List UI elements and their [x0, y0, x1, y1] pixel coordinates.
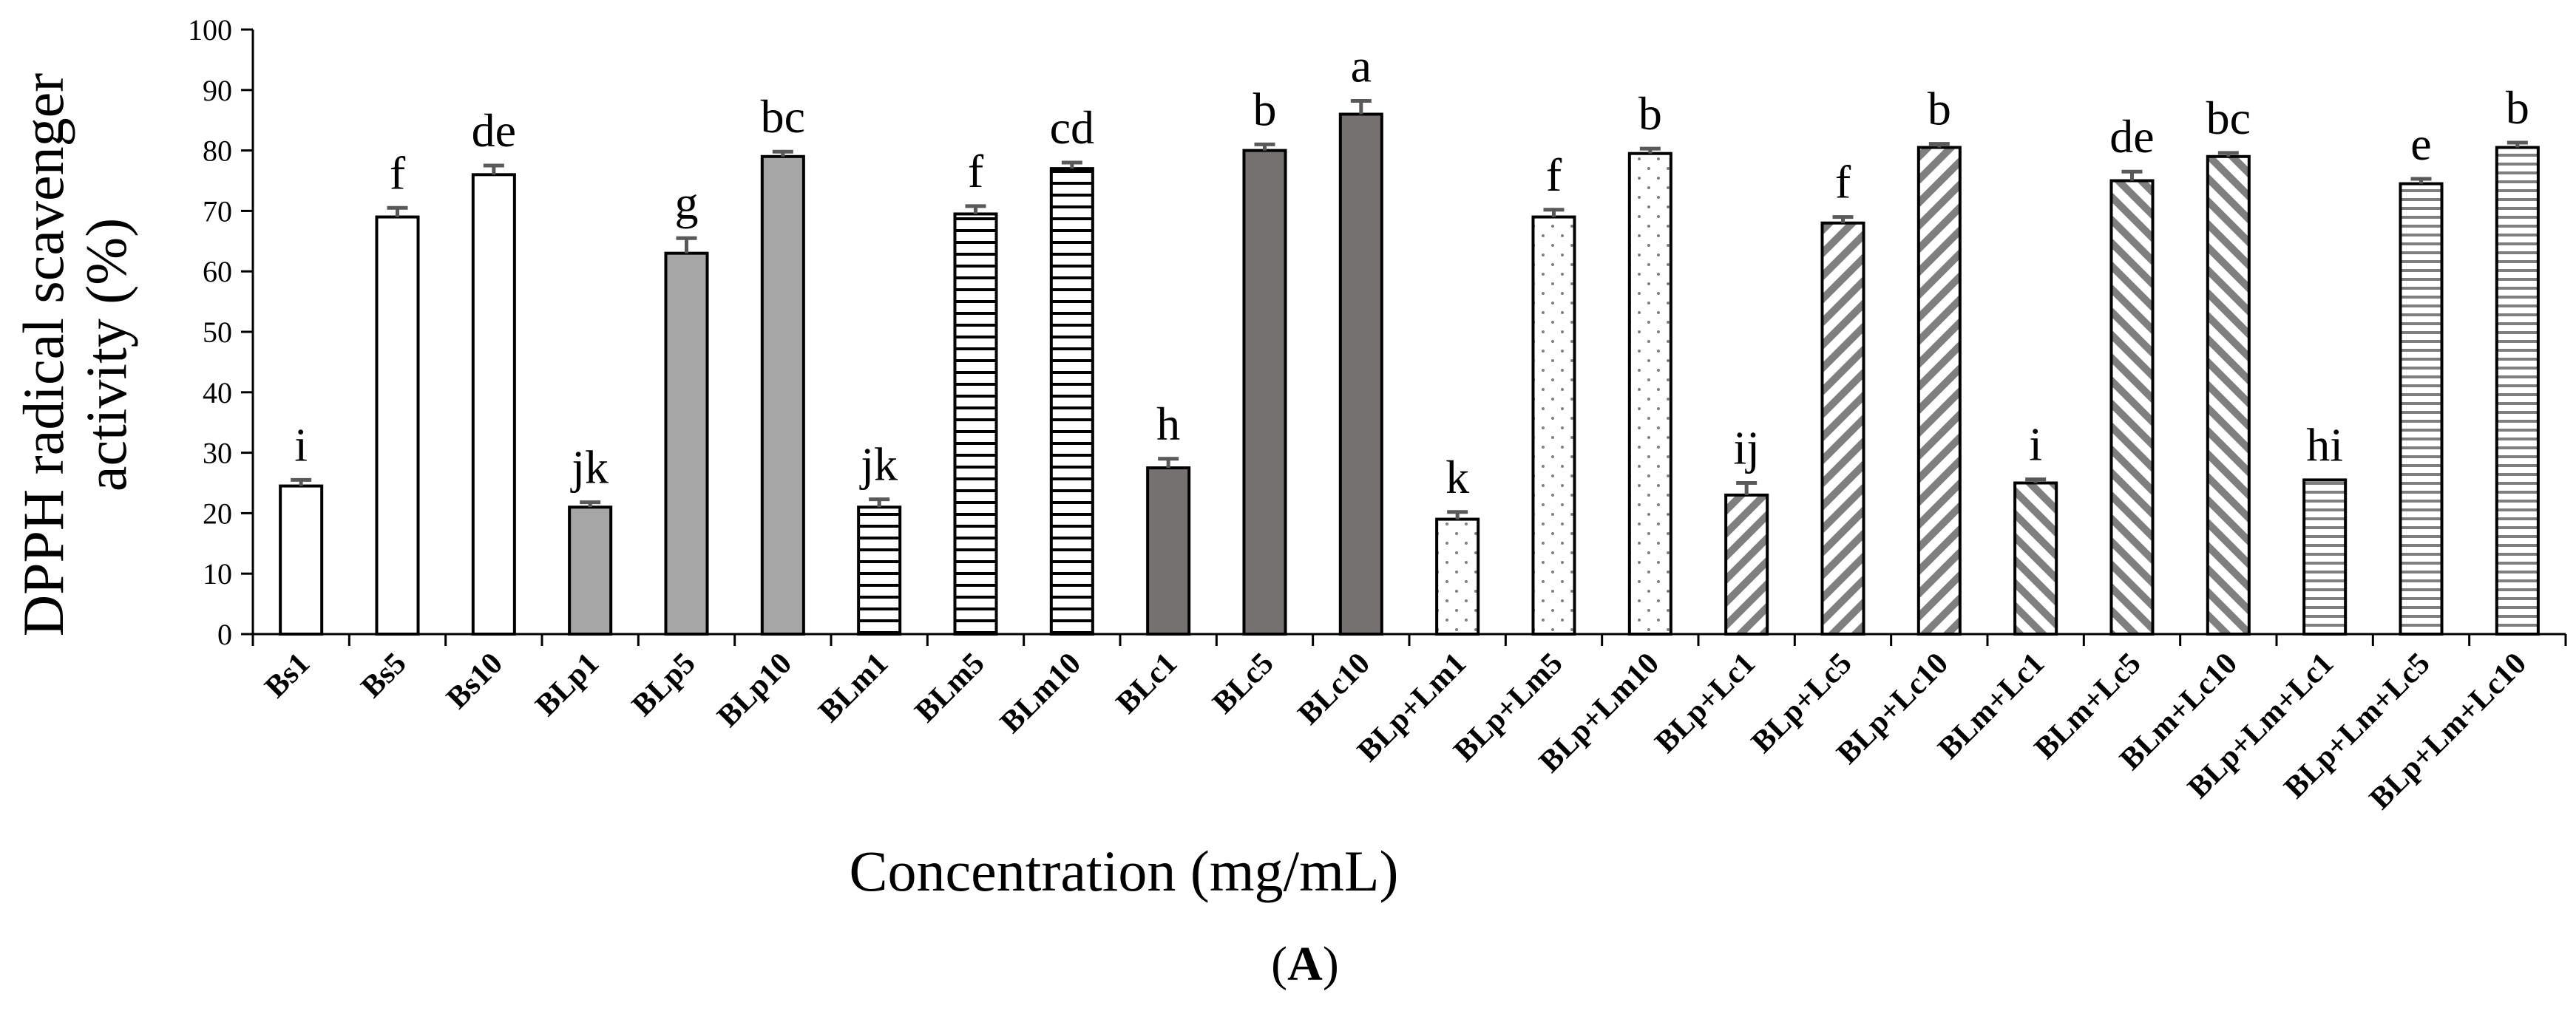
sig-letter-BLp1: jk — [570, 441, 609, 494]
x-tick-label-BLm1: BLm1 — [813, 647, 895, 729]
sig-letter-BLc5: b — [1253, 83, 1277, 135]
bar-BLm+Lc10 — [2206, 154, 2251, 636]
sig-letter-BLp+Lm10: b — [1638, 87, 1662, 140]
sig-letter-BLp+Lc1: ij — [1733, 422, 1760, 474]
bar-BLp+Lc5 — [1820, 221, 1865, 636]
x-tick-label-BLc10: BLc10 — [1292, 647, 1377, 732]
y-tick-label: 80 — [203, 135, 232, 168]
bar-Bs1 — [279, 484, 324, 636]
y-tick-label: 10 — [203, 557, 232, 590]
sig-letter-BLm10: cd — [1050, 101, 1094, 154]
x-tick-label-BLp5: BLp5 — [626, 647, 702, 724]
bar-BLp+Lm+Lc10 — [2495, 146, 2540, 636]
y-tick-label: 30 — [203, 437, 232, 470]
bar-BLp+Lm5 — [1531, 215, 1576, 636]
x-tick-label-Bs10: Bs10 — [440, 647, 509, 716]
bar-BLp1 — [568, 506, 613, 636]
bar-BLc1 — [1146, 466, 1191, 636]
sig-letter-Bs5: f — [390, 146, 406, 199]
panel-label-letter: A — [1287, 937, 1323, 991]
y-tick-label: 70 — [203, 194, 232, 228]
panel-label-close: ) — [1323, 937, 1339, 991]
bar-BLc10 — [1338, 112, 1383, 636]
bar-BLm+Lc5 — [2109, 179, 2155, 636]
bar-BLc5 — [1242, 149, 1287, 636]
y-tick-label: 90 — [203, 74, 232, 107]
bar-BLm10 — [1049, 167, 1094, 636]
bar-BLp+Lm1 — [1435, 517, 1480, 636]
x-tick-label-BLm5: BLm5 — [909, 647, 992, 729]
bar-BLp5 — [664, 251, 709, 636]
x-tick-label-BLm10: BLm10 — [994, 647, 1088, 741]
panel-label: (A) — [1271, 937, 1339, 991]
sig-letter-BLc1: h — [1156, 398, 1180, 450]
sig-letter-Bs1: i — [294, 418, 308, 471]
x-tick-label-Bs5: Bs5 — [355, 647, 413, 705]
panel-label-open: ( — [1271, 937, 1287, 991]
bar-BLp+Lc1 — [1724, 493, 1769, 636]
sig-letter-BLc10: a — [1351, 40, 1372, 92]
x-axis-tick-labels: Bs1 Bs5 Bs10 BLp1 BLp5 BLp10 BLm1 BLm5 BLm10 BLc1… — [251, 634, 2567, 816]
sig-letter-BLm+Lc10: bc — [2206, 92, 2251, 144]
y-tick-label: 60 — [203, 255, 232, 288]
x-tick-label-BLc5: BLc5 — [1206, 647, 1280, 721]
bar-BLm+Lc1 — [2013, 481, 2058, 636]
bar-BLp+Lm10 — [1627, 152, 1672, 636]
x-tick-label-BLp1: BLp1 — [529, 647, 606, 724]
bar-BLp+Lm+Lc5 — [2399, 182, 2444, 636]
sig-letter-BLm+Lc1: i — [2029, 418, 2042, 471]
y-axis-ticks: 0 10 20 30 40 50 60 70 80 90 100 — [188, 13, 253, 651]
y-tick-label: 40 — [203, 376, 232, 409]
y-tick-label: 20 — [203, 497, 232, 530]
sig-letter-BLp+Lc5: f — [1835, 156, 1851, 208]
bar-BLp+Lm+Lc1 — [2302, 478, 2348, 636]
x-tick-label-BLp+Lc1: BLp+Lc1 — [1649, 647, 1762, 760]
sig-letter-BLm1: jk — [859, 438, 898, 491]
bar-BLm5 — [953, 212, 998, 636]
error-bars-layer — [291, 99, 2528, 520]
sig-letter-BLp10: bc — [761, 90, 805, 143]
x-axis-title: Concentration (mg/mL) — [850, 839, 1399, 903]
bar-Bs10 — [471, 173, 516, 636]
sig-letter-BLp+Lm+Lc1: hi — [2306, 418, 2343, 471]
y-tick-label: 50 — [203, 316, 232, 349]
bar-BLp10 — [760, 154, 805, 636]
sig-letter-Bs10: de — [472, 104, 516, 157]
bars-layer — [279, 112, 2540, 636]
sig-letter-BLp+Lm+Lc5: e — [2410, 118, 2431, 170]
sig-letter-BLp5: g — [675, 177, 699, 229]
sig-letter-BLp+Lm+Lc10: b — [2506, 81, 2529, 134]
sig-letter-BLm+Lc5: de — [2109, 110, 2154, 163]
x-tick-label-BLc1: BLc1 — [1110, 647, 1184, 721]
bar-BLp+Lc10 — [1916, 146, 1962, 636]
x-tick-label-Bs1: Bs1 — [258, 647, 316, 705]
y-axis-title-line2: activity (%) — [74, 218, 138, 491]
sig-letter-BLp+Lc10: b — [1928, 83, 1951, 135]
y-tick-label: 0 — [217, 618, 232, 651]
bar-BLm1 — [857, 506, 902, 636]
y-axis-title-line1: DPPH radical scavenger — [11, 73, 75, 636]
sig-letter-BLm5: f — [968, 145, 984, 197]
y-tick-label: 100 — [188, 13, 232, 47]
sig-letter-BLp+Lm1: k — [1445, 451, 1469, 503]
sig-letter-BLp+Lm5: f — [1546, 149, 1562, 201]
bar-Bs5 — [375, 215, 420, 636]
x-tick-label-BLp10: BLp10 — [711, 647, 799, 734]
